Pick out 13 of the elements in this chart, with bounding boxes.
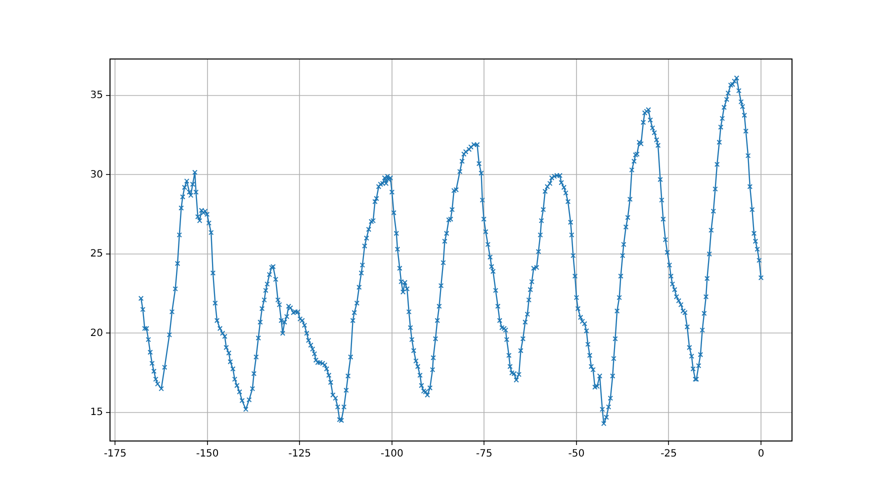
y-tick-label: 25: [90, 248, 103, 260]
x-tick-label: -50: [568, 448, 585, 460]
x-tick-label: -25: [660, 448, 677, 460]
y-tick-label: 35: [90, 90, 103, 102]
x-tick-label: -150: [196, 448, 219, 460]
y-tick-label: 15: [90, 407, 103, 418]
y-tick-label: 20: [90, 328, 103, 339]
x-tick-label: -125: [288, 448, 312, 460]
y-tick-label: 30: [90, 169, 103, 180]
x-tick-label: -100: [380, 448, 404, 460]
x-tick-label: -175: [104, 448, 127, 460]
x-tick-label: 0: [758, 448, 764, 460]
x-tick-label: -75: [476, 448, 492, 460]
